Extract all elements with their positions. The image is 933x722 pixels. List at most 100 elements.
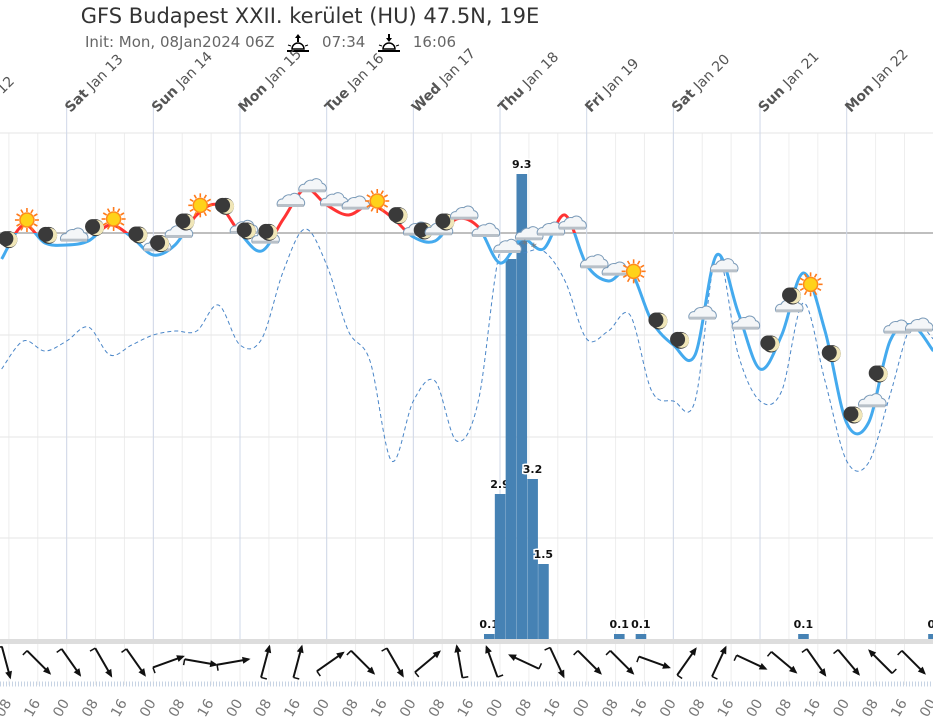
- wind-barb: [766, 651, 772, 657]
- hour-label: 00: [830, 697, 853, 720]
- sun-ray: [640, 274, 645, 279]
- wind-barb: [833, 649, 839, 655]
- wind-arrow-head: [719, 645, 727, 655]
- moon-icon: [670, 331, 690, 349]
- sunrise-time: 07:34: [322, 33, 366, 51]
- hour-labels: 08 16 00 08 16 00 08 16 00 08 16 00 08 16 00 08 16 00 08 16…: [0, 696, 933, 720]
- precipitation-label: 0.1: [609, 618, 629, 631]
- cloud-base: [710, 269, 737, 273]
- cloud-base: [689, 316, 716, 320]
- hour-label: 16: [541, 696, 564, 720]
- wind-arrow: [485, 645, 504, 678]
- wind-arrow: [89, 647, 113, 678]
- moon-icon: [258, 223, 278, 241]
- hour-label: 16: [281, 696, 304, 720]
- cloud-icon: [449, 205, 479, 220]
- precipitation-label: 2.9: [490, 478, 510, 491]
- cloud-icon: [298, 178, 327, 193]
- sun-ray: [370, 207, 374, 212]
- wind-arrow: [733, 654, 768, 670]
- cloud-shape: [471, 222, 501, 237]
- sun-ray: [102, 212, 108, 216]
- wind-arrow: [833, 649, 860, 676]
- wind-barb: [636, 656, 640, 663]
- sun-ray: [383, 204, 389, 208]
- sun-ray: [33, 223, 38, 227]
- wind-arrow: [636, 655, 671, 669]
- precipitation-label: 0.1: [794, 618, 814, 631]
- moon-icon: [821, 345, 841, 363]
- hour-label: 00: [484, 697, 507, 720]
- wind-panel-top: [0, 639, 933, 644]
- sun-ray: [206, 198, 212, 203]
- precipitation-bar: [527, 479, 538, 639]
- hour-label: 00: [744, 697, 767, 720]
- wind-arrow-head: [662, 662, 671, 669]
- cloud-icon: [731, 315, 761, 330]
- sun-ray: [803, 273, 808, 278]
- wind-arrow-head: [818, 668, 827, 677]
- moon-cutout: [175, 213, 191, 229]
- hour-label: 16: [108, 696, 131, 720]
- sun-ray: [193, 194, 197, 199]
- wind-arrow-head: [42, 666, 52, 675]
- sun-ray: [102, 222, 108, 226]
- day-label: Jan 12: [0, 74, 18, 117]
- day-label-date: Jan 13: [83, 52, 126, 95]
- precipitation-bar: [494, 494, 506, 639]
- sun-ray: [622, 264, 628, 269]
- day-label: Sun Jan 14: [149, 49, 216, 116]
- wind-arrow-head: [5, 670, 12, 680]
- day-label: Tue Jan 16: [322, 51, 387, 116]
- wind-arrow-head: [689, 647, 697, 656]
- sun-disc: [105, 211, 122, 227]
- day-label-date: Jan 15: [262, 46, 305, 89]
- sun-ray: [622, 274, 628, 279]
- wind-arrow-head: [789, 665, 798, 674]
- wind-arrow: [544, 646, 565, 679]
- cloud-base: [884, 330, 911, 334]
- wind-barb: [260, 676, 268, 680]
- sun-disc: [192, 197, 209, 214]
- sun-ray: [640, 264, 645, 269]
- wind-arrow-head: [758, 663, 768, 670]
- wind-arrow: [316, 651, 345, 677]
- cloud-icon: [341, 195, 371, 210]
- chart-title: GFS Budapest XXII. kerület (HU) 47.5N, 1…: [80, 4, 540, 28]
- init-time: Init: Mon, 08Jan2024 06Z: [85, 33, 275, 51]
- wind-barb: [89, 647, 96, 652]
- precipitation-bar: [505, 259, 517, 639]
- sun-ray: [189, 198, 194, 203]
- sun-ray: [626, 277, 631, 283]
- cloud-base: [732, 326, 759, 330]
- wind-arrow-head: [626, 666, 635, 675]
- wind-arrow-head: [396, 668, 404, 678]
- wind-arrow: [381, 647, 404, 678]
- precipitation-bar: [538, 564, 549, 639]
- moon-cutout: [85, 219, 101, 235]
- precipitation-bar: [483, 634, 495, 639]
- chart-subtitle: Init: Mon, 08Jan2024 06Z 07:34 16:06: [85, 33, 456, 52]
- wind-barb: [801, 648, 808, 653]
- sun-ray: [380, 207, 384, 212]
- sun-ray: [116, 208, 121, 213]
- precipitation-bars: 0.12.97.69.33.21.50.10.10.10.: [478, 157, 933, 639]
- wind-arrow-head: [336, 651, 345, 660]
- day-label-date: Jan 22: [869, 46, 912, 89]
- hour-label: 08: [166, 697, 189, 720]
- hour-label: 08: [773, 697, 796, 720]
- moon-icon: [175, 213, 195, 231]
- cloud-shape: [858, 393, 887, 407]
- wind-barb: [346, 650, 352, 656]
- cloud-icon: [580, 254, 609, 269]
- cloud-icon: [905, 317, 933, 332]
- wind-barb: [216, 664, 219, 671]
- moon-cutout: [0, 231, 14, 247]
- day-label: Sat Jan 20: [669, 52, 733, 116]
- wind-barb: [605, 650, 611, 656]
- sun-icon: [365, 189, 390, 213]
- cloud-base: [905, 328, 932, 332]
- wind-barb: [897, 650, 903, 656]
- day-label: Fri Jan 19: [582, 56, 642, 116]
- temperature-line-below-zero: [0, 233, 933, 436]
